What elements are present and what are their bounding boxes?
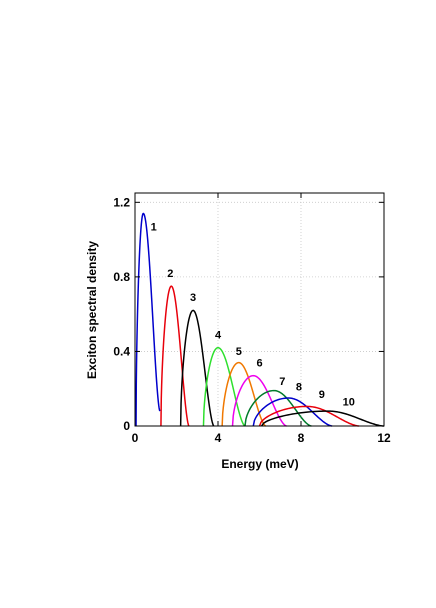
- y-tick-label: 0.8: [113, 270, 130, 284]
- series-line-1: [135, 212, 161, 427]
- series-line-6: [231, 374, 287, 427]
- curve-label: 3: [190, 292, 196, 304]
- plot-frame: [134, 192, 385, 427]
- series-line-4: [202, 346, 246, 427]
- series-line-9: [258, 405, 360, 427]
- y-axis-label: Exciton spectral density: [85, 241, 99, 379]
- x-axis-label: Energy (meV): [221, 457, 298, 471]
- series-line-2: [160, 285, 190, 427]
- curve-label: 10: [343, 396, 355, 408]
- curve-label: 5: [236, 346, 242, 358]
- x-tick-label: 0: [132, 431, 139, 445]
- curve-label: 1: [151, 221, 157, 233]
- y-tick-label: 0.4: [113, 344, 130, 358]
- curve-label: 4: [215, 329, 222, 341]
- grid: [135, 193, 384, 426]
- series-line-7: [244, 389, 312, 427]
- series-line-8: [252, 397, 333, 427]
- curve-label: 9: [319, 389, 325, 401]
- curve-label: 6: [256, 357, 262, 369]
- curve-labels: 1 2 3 4 5 6 7 8 9 10: [151, 221, 355, 408]
- x-tick-label: 12: [377, 431, 391, 445]
- curve-label: 8: [296, 382, 302, 394]
- series-line-3: [179, 309, 215, 427]
- series-line-10: [260, 410, 385, 427]
- curve-label: 7: [279, 376, 285, 388]
- x-tick-label: 8: [298, 431, 305, 445]
- y-tick-label: 1.2: [113, 195, 130, 209]
- x-tick-label: 4: [215, 431, 222, 445]
- curve-label: 2: [167, 268, 173, 280]
- series-curves: [135, 212, 385, 427]
- y-tick-label: 0: [123, 419, 130, 433]
